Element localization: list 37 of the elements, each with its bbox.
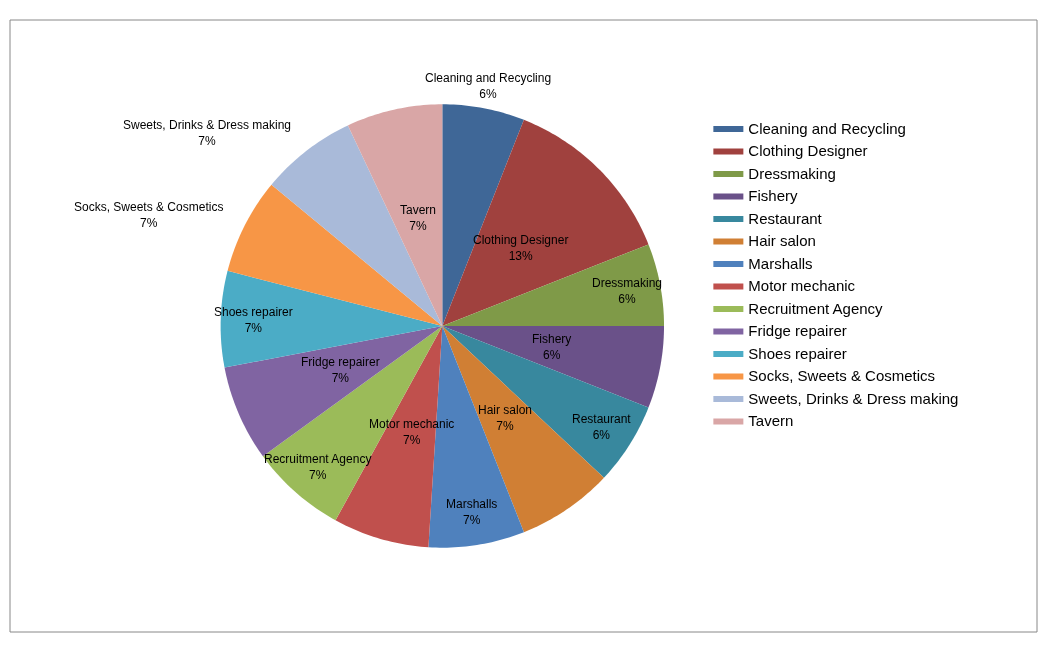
slice-label: Socks, Sweets & Cosmetics (74, 200, 224, 214)
data-label: 7% (140, 215, 158, 230)
legend-label: Cleaning and Recycling (748, 119, 906, 137)
legend-label: Motor mechanic (748, 277, 856, 295)
data-label: 6% (479, 86, 498, 101)
slice-label: Fridge repairer (301, 355, 380, 369)
data-label: 7% (309, 467, 327, 482)
slice-label: Marshalls (446, 497, 498, 511)
slice-label: Hair salon (478, 403, 533, 417)
slice-label: Sweets, Drinks & Dress making (123, 118, 292, 132)
legend-label: Marshalls (748, 254, 813, 272)
legend-label: Tavern (748, 412, 794, 430)
legend-label: Restaurant (748, 209, 823, 227)
legend-label: Fishery (748, 187, 799, 205)
data-label: 13% (508, 248, 534, 263)
slice-label: Tavern (400, 203, 437, 217)
data-label: 7% (244, 320, 263, 335)
data-label: 7% (496, 418, 515, 433)
slice-label: Cleaning and Recycling (425, 71, 552, 85)
legend-label: Sweets, Drinks & Dress making (748, 389, 959, 407)
legend-label: Recruitment Agency (748, 299, 884, 317)
legend-label: Socks, Sweets & Cosmetics (748, 367, 936, 385)
data-label: 6% (543, 347, 561, 362)
legend-label: Fridge repairer (748, 322, 847, 340)
slice-label: Restaurant (572, 412, 632, 426)
data-label: 7% (198, 133, 217, 148)
legend-label: Dressmaking (748, 164, 836, 182)
data-label: 7% (331, 370, 350, 385)
slice-label: Fishery (532, 332, 572, 346)
data-label: 7% (463, 512, 481, 527)
legend-label: Clothing Designer (748, 142, 868, 160)
legend-label: Hair salon (748, 232, 816, 250)
legend-label: Shoes repairer (748, 344, 847, 362)
data-label: 7% (403, 432, 421, 447)
data-label: 7% (409, 218, 428, 233)
data-label: 6% (592, 427, 611, 442)
data-label: 6% (618, 291, 637, 306)
